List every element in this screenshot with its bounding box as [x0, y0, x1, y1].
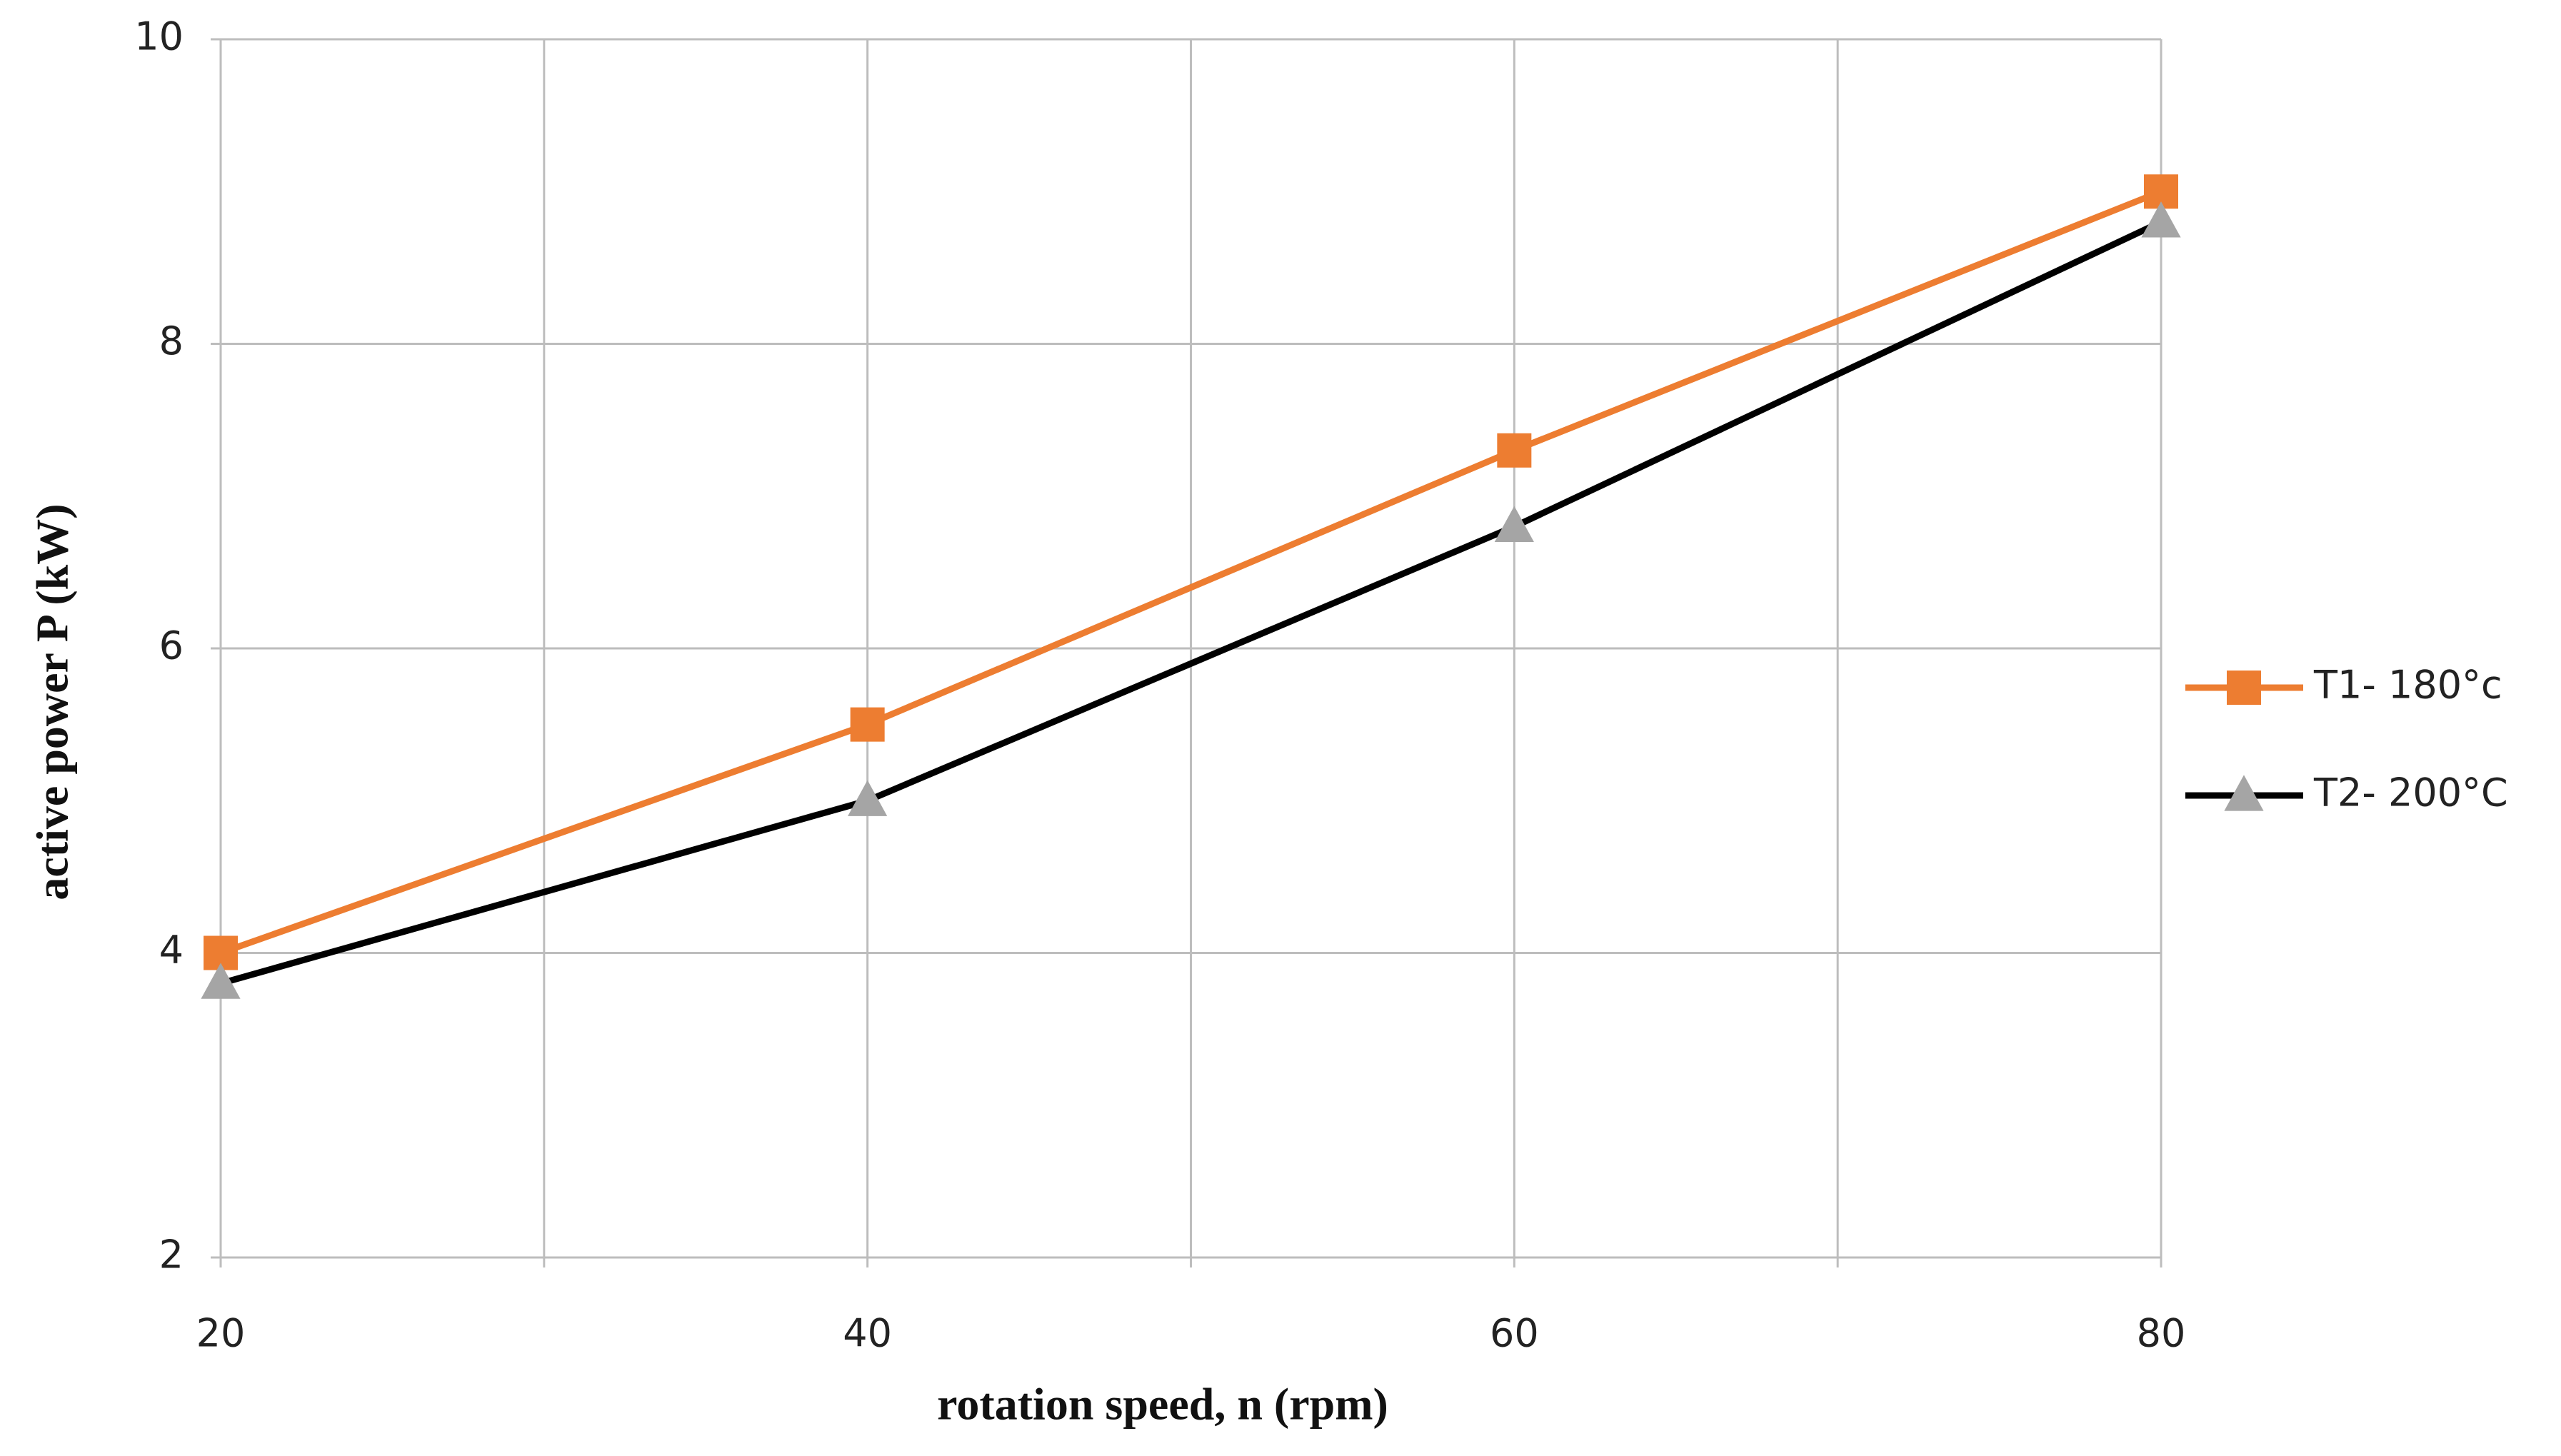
- y-tick-label: 10: [134, 14, 184, 59]
- data-point: [2141, 201, 2181, 238]
- data-point: [848, 780, 888, 816]
- y-tick-label: 4: [159, 928, 184, 973]
- y-tick-label: 2: [159, 1232, 184, 1277]
- legend-marker: [2224, 775, 2264, 811]
- series-line: [219, 189, 2162, 956]
- legend-label: T2- 200°C: [2313, 770, 2508, 815]
- x-tick-label: 20: [196, 1311, 246, 1356]
- series-line: [219, 219, 2162, 987]
- x-axis-title: rotation speed, n (rpm): [937, 1379, 1388, 1430]
- y-tick-label: 8: [159, 318, 184, 363]
- legend-marker: [2227, 671, 2261, 705]
- legend-label: T1- 180°c: [2313, 663, 2502, 708]
- y-tick-label: 6: [159, 623, 184, 668]
- data-point: [850, 707, 885, 742]
- y-axis-title: active power P (kW): [27, 503, 78, 900]
- x-tick-label: 40: [843, 1311, 892, 1356]
- data-point: [1497, 433, 1532, 468]
- data-point: [1494, 506, 1534, 542]
- x-tick-label: 80: [2137, 1311, 2186, 1356]
- data-point: [201, 963, 241, 999]
- x-tick-label: 60: [1490, 1311, 1539, 1356]
